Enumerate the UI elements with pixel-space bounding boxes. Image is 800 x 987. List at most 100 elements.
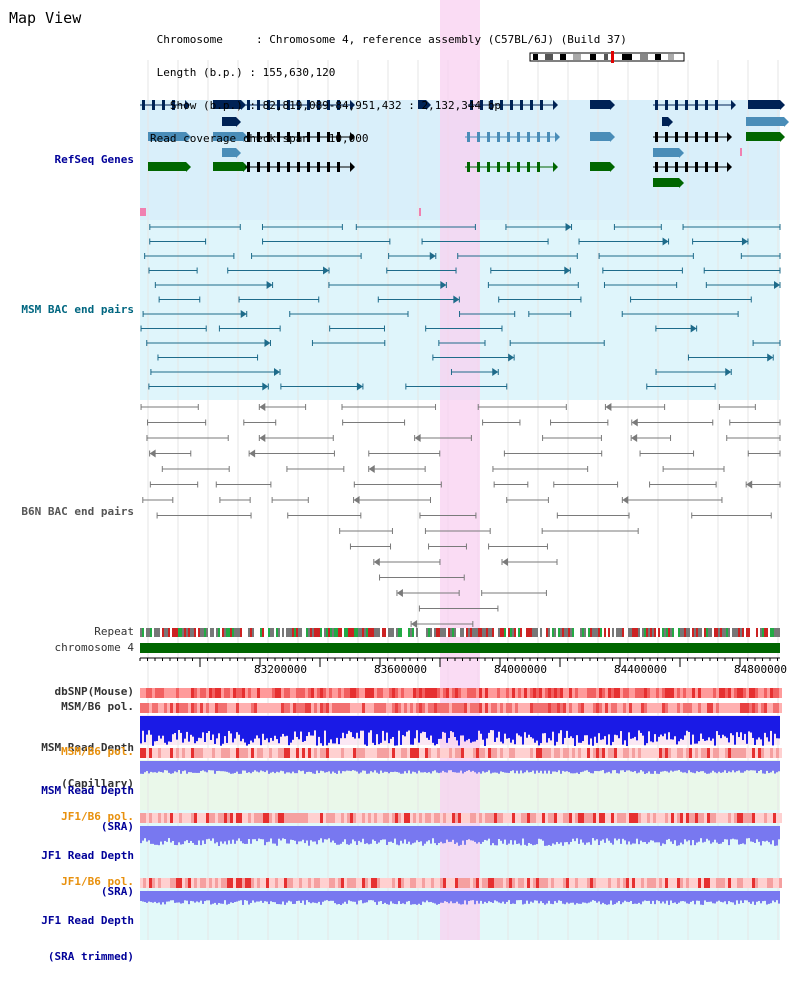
polymorphism-bin <box>440 748 443 758</box>
repeat-element <box>284 628 286 637</box>
jf1-read-depth-sra-label[interactable]: JF1 Read Depth (SRA) <box>4 826 134 922</box>
read-depth-bin <box>250 891 252 903</box>
polymorphism-bin <box>704 703 707 713</box>
msm-read-depth-capillary-label[interactable]: MSM Read Depth (Capillary) <box>4 718 134 814</box>
b6n-bac-arrow <box>622 496 629 504</box>
read-depth-bin <box>300 716 302 732</box>
jf1-b6-pol-label[interactable]: JF1/B6 pol. <box>61 810 134 823</box>
read-depth-bin <box>150 761 152 772</box>
read-depth-bin <box>186 716 188 732</box>
repeat-element <box>574 628 576 637</box>
gene-exon <box>500 100 503 110</box>
read-depth-bin <box>220 826 222 842</box>
capillary-text: (Capillary) <box>61 777 134 790</box>
polymorphism-bin <box>632 748 635 758</box>
read-depth-bin <box>750 891 752 904</box>
gene-strand-arrow <box>555 132 560 142</box>
refseq-genes-label[interactable]: RefSeq Genes <box>54 153 134 166</box>
polymorphism-bin <box>443 748 446 758</box>
polymorphism-bin <box>779 703 782 713</box>
dbsnp-bin <box>275 688 278 698</box>
repeat-element <box>604 628 606 637</box>
read-depth-bin <box>776 716 778 739</box>
ideogram-band <box>573 54 581 60</box>
msm-bac-end-pairs-label[interactable]: MSM BAC end pairs <box>21 303 134 316</box>
read-depth-bin <box>146 761 148 772</box>
jf1-read-depth-sra-text: JF1 Read Depth <box>41 849 134 862</box>
polymorphism-bin <box>371 813 374 823</box>
polymorphism-bin <box>506 748 509 758</box>
read-depth-bin <box>164 891 166 905</box>
read-depth-bin <box>746 826 748 839</box>
polymorphism-bin <box>368 703 371 713</box>
b6n-bac-end-pairs-label[interactable]: B6N BAC end pairs <box>21 505 134 518</box>
polymorphism-bin <box>350 748 353 758</box>
genome-track-canvas[interactable] <box>0 0 800 940</box>
polymorphism-bin <box>542 813 545 823</box>
read-depth-bin <box>208 826 210 839</box>
polymorphism-bin <box>338 748 341 758</box>
polymorphism-bin <box>221 703 224 713</box>
read-depth-bin <box>268 891 270 905</box>
read-depth-bin <box>242 891 244 905</box>
repeat-element <box>632 628 634 637</box>
read-depth-bin <box>480 761 482 774</box>
read-depth-bin <box>762 826 764 842</box>
repeat-element <box>440 628 442 637</box>
read-depth-bin <box>756 716 758 740</box>
polymorphism-bin <box>284 878 287 888</box>
read-depth-bin <box>184 891 186 901</box>
polymorphism-bin <box>569 878 572 888</box>
polymorphism-bin <box>479 703 482 713</box>
read-depth-bin <box>604 716 606 737</box>
dbsnp-bin <box>362 688 365 698</box>
dbsnp-bin <box>581 688 584 698</box>
polymorphism-bin <box>767 813 770 823</box>
polymorphism-bin <box>377 878 380 888</box>
read-depth-bin <box>270 891 272 902</box>
read-depth-bin <box>146 716 148 735</box>
polymorphism-bin <box>542 878 545 888</box>
repeat-element <box>598 628 600 637</box>
read-depth-bin <box>336 891 338 905</box>
read-depth-bin <box>398 761 400 773</box>
dbsnp-label[interactable]: dbSNP(Mouse) <box>54 685 134 698</box>
read-depth-bin <box>506 891 508 902</box>
dbsnp-bin <box>425 688 428 698</box>
dbsnp-bin <box>395 688 398 698</box>
polymorphism-bin <box>650 878 653 888</box>
read-depth-bin <box>394 826 396 839</box>
polymorphism-bin <box>593 878 596 888</box>
read-depth-bin <box>472 716 474 742</box>
polymorphism-bin <box>230 703 233 713</box>
polymorphism-bin <box>404 703 407 713</box>
read-depth-bin <box>442 761 444 771</box>
read-depth-bin <box>428 761 430 773</box>
read-depth-bin <box>440 891 442 903</box>
read-depth-bin <box>646 891 648 901</box>
polymorphism-bin <box>233 813 236 823</box>
polymorphism-bin <box>488 748 491 758</box>
jf1-b6-pol-trimmed-label[interactable]: JF1/B6 pol. <box>61 875 134 888</box>
polymorphism-bin <box>440 878 443 888</box>
polymorphism-bin <box>491 748 494 758</box>
msm-read-depth-sra-label[interactable]: MSM Read Depth (SRA) <box>4 761 134 857</box>
read-depth-bin <box>280 891 282 905</box>
jf1-read-depth-trimmed-label[interactable]: JF1 Read Depth (SRA trimmed) <box>4 891 134 987</box>
msm-b6-pol-label[interactable]: MSM/B6 pol. <box>61 700 134 713</box>
polymorphism-bin <box>449 748 452 758</box>
msm-b6-pol-sra-label[interactable]: MSM/B6 pol. <box>61 745 134 758</box>
read-depth-bin <box>174 716 176 733</box>
repeat-element <box>292 628 294 637</box>
read-depth-bin <box>554 891 556 902</box>
read-depth-bin <box>660 891 662 904</box>
read-depth-bin <box>186 761 188 774</box>
read-depth-bin <box>712 891 714 904</box>
read-depth-bin <box>704 761 706 773</box>
read-depth-bin <box>296 826 298 845</box>
gene-exon <box>705 162 708 172</box>
read-depth-bin <box>240 761 242 774</box>
read-depth-bin <box>522 826 524 839</box>
read-depth-bin <box>182 826 184 845</box>
polymorphism-bin <box>326 748 329 758</box>
